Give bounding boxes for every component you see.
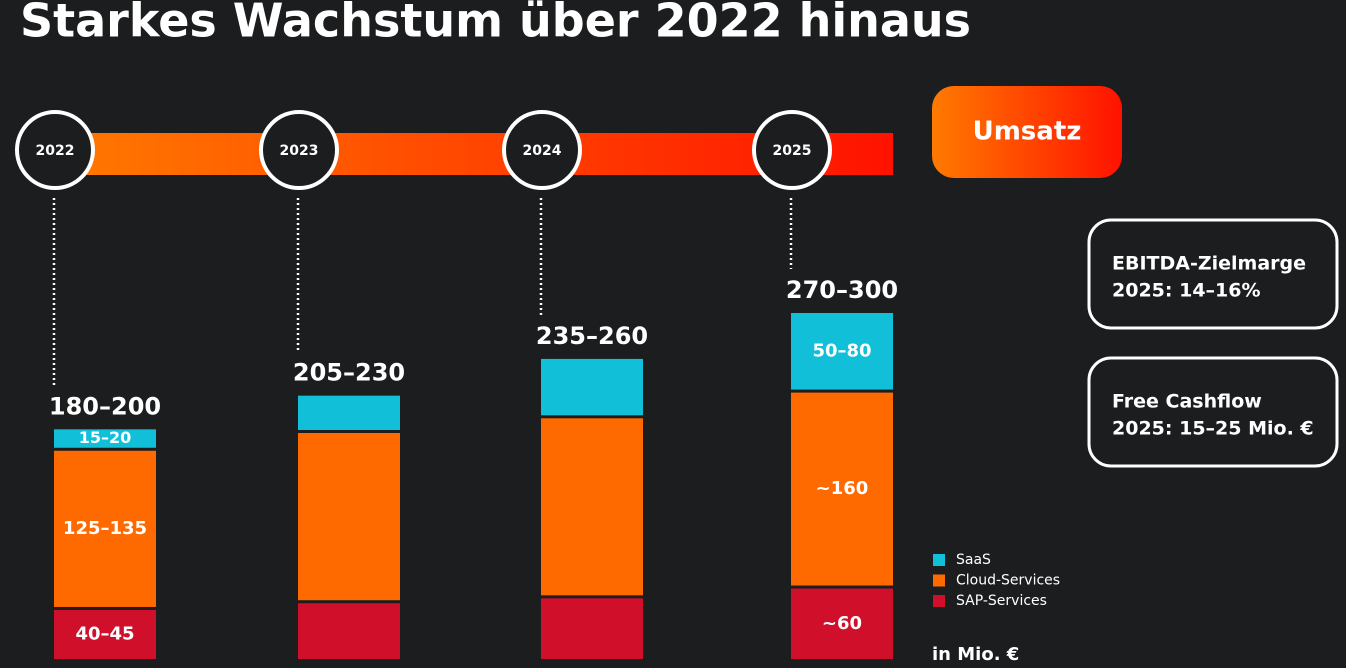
bar-segment — [791, 588, 893, 659]
total-label: 235–260 — [536, 322, 648, 350]
bar-segment — [54, 609, 156, 659]
value-label: ~60 — [822, 613, 862, 634]
bar-segment — [298, 433, 400, 601]
year-label: 2024 — [523, 143, 562, 159]
bar-segment — [298, 395, 400, 431]
value-label: ~160 — [816, 478, 869, 499]
value-label: 40–45 — [75, 623, 134, 644]
total-label: 270–300 — [786, 276, 898, 304]
kpi-title: EBITDA-Zielmarge — [1112, 253, 1306, 275]
value-label: 50–80 — [812, 340, 871, 361]
legend-label: SaaS — [956, 552, 991, 568]
bar-segment — [541, 358, 643, 416]
year-label: 2023 — [280, 143, 319, 159]
year-circle — [752, 110, 832, 190]
kpi-box — [1087, 218, 1339, 330]
legend-swatch — [933, 595, 945, 607]
umsatz-box — [932, 86, 1122, 178]
kpi-value: 2025: 14–16% — [1112, 280, 1261, 302]
legend-swatch — [933, 554, 945, 566]
kpi-title: Free Cashflow — [1112, 391, 1262, 413]
kpi-value: 2025: 15–25 Mio. € — [1112, 418, 1314, 440]
legend-swatch — [933, 574, 945, 587]
value-label: 125–135 — [63, 518, 147, 539]
slide-title: Starkes Wachstum über 2022 hinaus — [20, 0, 971, 48]
bar-segment — [541, 418, 643, 596]
legend-label: SAP-Services — [956, 593, 1047, 609]
legend-label: Cloud-Services — [956, 573, 1060, 589]
year-label: 2022 — [36, 143, 75, 159]
year-circle — [259, 110, 339, 190]
bar-segment — [298, 603, 400, 659]
value-label: 15–20 — [79, 428, 132, 447]
year-label: 2025 — [773, 143, 812, 159]
bar-segment — [791, 313, 893, 390]
kpi-box — [1087, 356, 1339, 468]
total-label: 205–230 — [293, 359, 405, 387]
bar-segment — [791, 392, 893, 586]
unit-label: in Mio. € — [932, 644, 1019, 665]
bar-segment — [54, 429, 156, 448]
year-circle — [502, 110, 582, 190]
umsatz-label: Umsatz — [973, 117, 1082, 147]
total-label: 180–200 — [49, 392, 161, 420]
year-circle — [15, 110, 95, 190]
bar-segment — [541, 598, 643, 659]
bar-segment — [54, 450, 156, 607]
